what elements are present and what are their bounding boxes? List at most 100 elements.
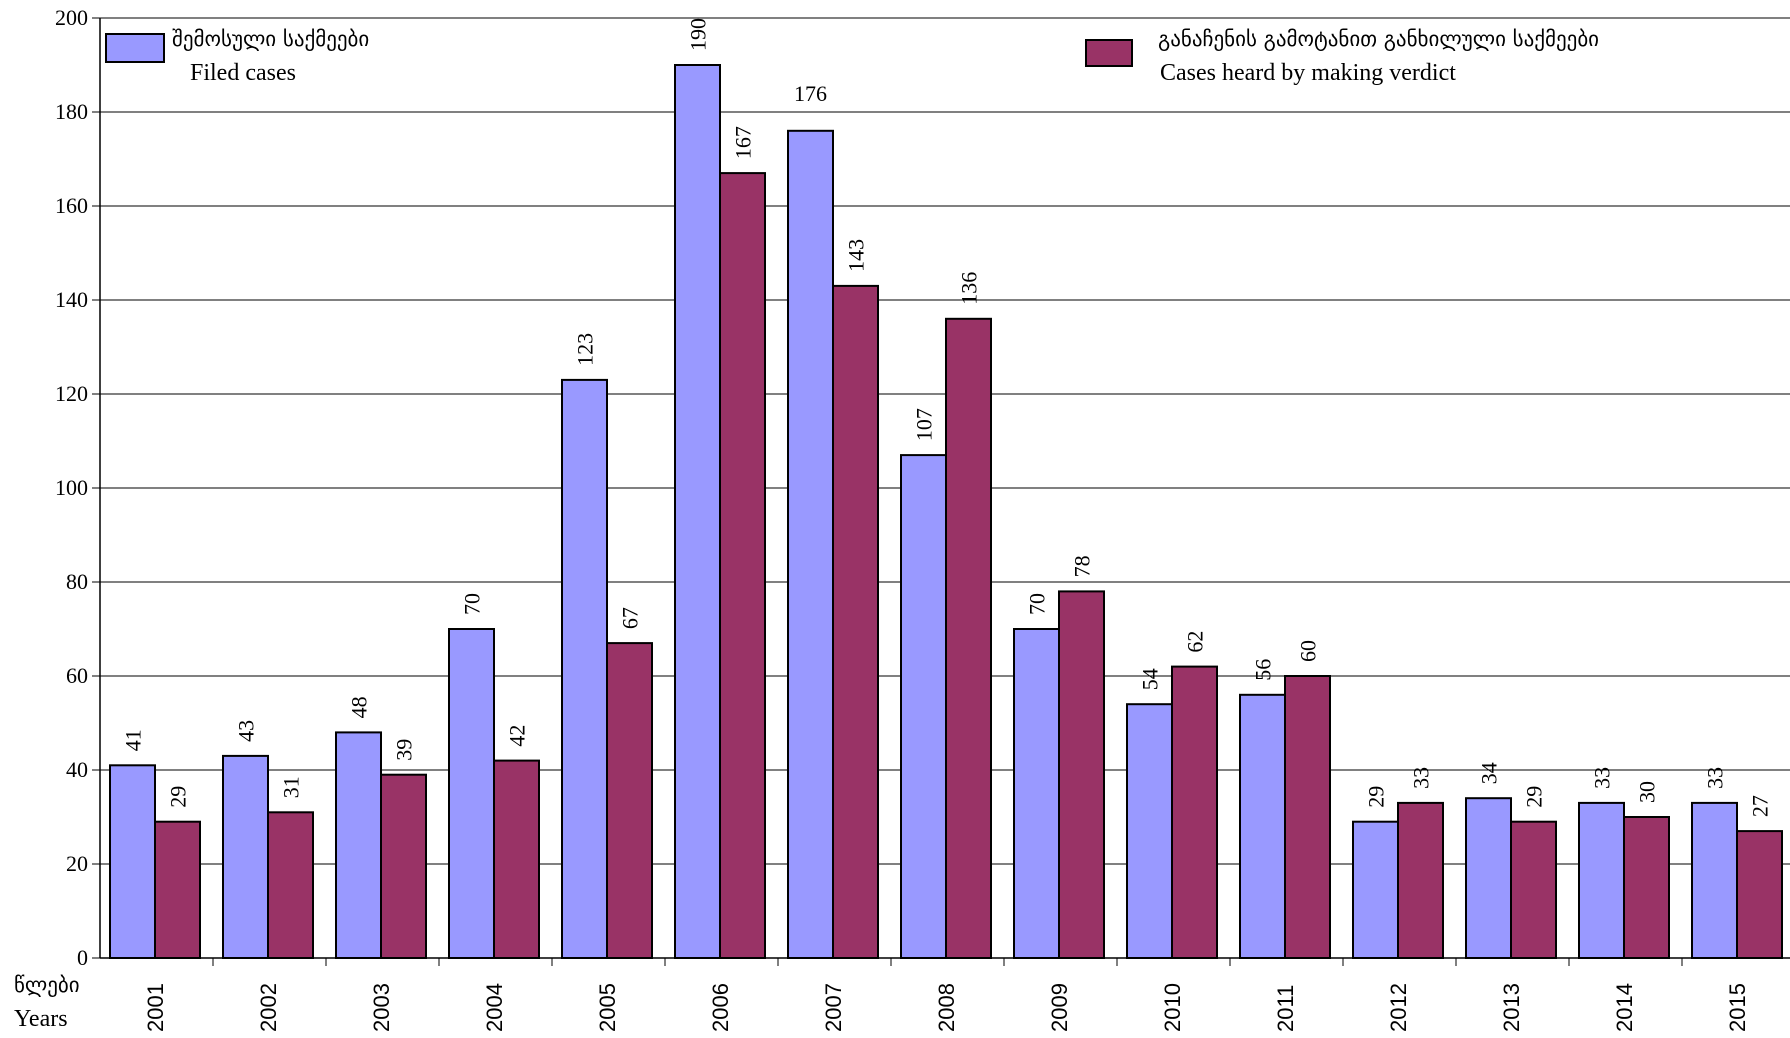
x-tick-label-2002: 2002 bbox=[256, 983, 281, 1032]
bar-verdict-2005 bbox=[606, 642, 653, 959]
bar-verdict-2011 bbox=[1284, 675, 1331, 959]
y-tick-label: 180 bbox=[55, 99, 88, 124]
legend-label-verdict-ka: განაჩენის გამოტანით განხილული საქმეები bbox=[1158, 27, 1599, 51]
bar-verdict-2006 bbox=[719, 172, 766, 960]
x-tick-label-2014: 2014 bbox=[1612, 983, 1637, 1032]
data-label-verdict-2005: 67 bbox=[618, 607, 643, 629]
data-label-filed-2004: 70 bbox=[460, 593, 485, 615]
x-tick-label-2007: 2007 bbox=[821, 983, 846, 1032]
data-label-verdict-2002: 31 bbox=[279, 776, 304, 798]
bar-filed-2007 bbox=[787, 129, 834, 960]
bar-filed-2011 bbox=[1239, 693, 1286, 959]
data-label-verdict-2009: 78 bbox=[1070, 555, 1095, 577]
bar-filed-2010 bbox=[1126, 703, 1173, 960]
bar-filed-2004 bbox=[448, 628, 495, 959]
x-tick-label-2015: 2015 bbox=[1725, 983, 1750, 1032]
bar-filed-2005 bbox=[561, 378, 608, 959]
x-axis-title: Years bbox=[14, 1006, 68, 1032]
x-tick-label-2012: 2012 bbox=[1386, 983, 1411, 1032]
data-label-verdict-2008: 136 bbox=[957, 272, 982, 305]
data-labels: 41 43 48 70 123 190 176 107 70 54 56 29 34 33 33 29 31 39… bbox=[121, 18, 1773, 817]
y-tick-label: 80 bbox=[66, 569, 88, 594]
y-tick-label: 40 bbox=[66, 757, 88, 782]
x-tick-label-2006: 2006 bbox=[708, 983, 733, 1032]
bar-filed-2002 bbox=[222, 754, 269, 960]
data-label-verdict-2015: 27 bbox=[1748, 795, 1773, 817]
data-label-verdict-2011: 60 bbox=[1296, 640, 1321, 662]
bar-verdict-2004 bbox=[493, 759, 540, 959]
y-tick-label: 20 bbox=[66, 851, 88, 876]
data-label-filed-2006: 190 bbox=[686, 18, 711, 51]
axes bbox=[92, 17, 1790, 966]
data-label-filed-2003: 48 bbox=[347, 696, 372, 718]
bar-verdict-2015 bbox=[1736, 830, 1783, 959]
data-label-verdict-2013: 29 bbox=[1522, 786, 1547, 808]
data-label-verdict-2007: 143 bbox=[844, 239, 869, 272]
y-tick-label: 200 bbox=[55, 5, 88, 30]
bar-filed-2009 bbox=[1013, 628, 1060, 959]
x-tick-label-2011: 2011 bbox=[1273, 985, 1298, 1032]
bars bbox=[109, 64, 1783, 960]
legend: შემოსული საქმეები Filed cases განაჩენის … bbox=[105, 27, 1599, 86]
y-tick-label: 120 bbox=[55, 381, 88, 406]
legend-label-filed-ka: შემოსული საქმეები bbox=[172, 27, 369, 51]
data-label-filed-2013: 34 bbox=[1477, 762, 1502, 784]
x-tick-label-2013: 2013 bbox=[1499, 983, 1524, 1032]
x-tick-label-2008: 2008 bbox=[934, 983, 959, 1032]
data-label-filed-2014: 33 bbox=[1590, 767, 1615, 789]
y-tick-label: 0 bbox=[77, 945, 88, 970]
data-label-filed-2009: 70 bbox=[1025, 593, 1050, 615]
bar-filed-2013 bbox=[1465, 797, 1512, 960]
bar-verdict-2008 bbox=[945, 317, 992, 959]
bar-filed-2014 bbox=[1578, 801, 1625, 960]
data-label-verdict-2001: 29 bbox=[166, 786, 191, 808]
data-label-filed-2007: 176 bbox=[794, 81, 827, 106]
data-label-filed-2002: 43 bbox=[234, 720, 259, 742]
x-tick-label-2001: 2001 bbox=[143, 983, 168, 1032]
bar-verdict-2001 bbox=[154, 820, 201, 960]
bar-verdict-2002 bbox=[267, 811, 314, 959]
tick-labels: 0 20 40 60 80 100 120 140 160 180 200 2001 2002 2003 2… bbox=[55, 5, 1750, 1032]
legend-swatch-filed bbox=[105, 33, 165, 63]
data-label-filed-2008: 107 bbox=[912, 408, 937, 441]
x-tick-label-2009: 2009 bbox=[1047, 983, 1072, 1032]
data-label-filed-2001: 41 bbox=[121, 729, 146, 751]
bar-filed-2003 bbox=[335, 731, 382, 960]
bar-filed-2015 bbox=[1691, 801, 1738, 960]
x-tick-label-2004: 2004 bbox=[482, 983, 507, 1032]
y-tick-label: 60 bbox=[66, 663, 88, 688]
data-label-verdict-2003: 39 bbox=[392, 739, 417, 761]
data-label-filed-2015: 33 bbox=[1703, 767, 1728, 789]
legend-swatch-verdict bbox=[1085, 39, 1133, 67]
bar-filed-2012 bbox=[1352, 820, 1399, 960]
legend-label-filed: Filed cases bbox=[190, 60, 296, 86]
data-label-filed-2010: 54 bbox=[1138, 668, 1163, 690]
data-label-filed-2012: 29 bbox=[1364, 786, 1389, 808]
x-axis-title-ka: წლები bbox=[14, 973, 80, 997]
x-tick-label-2010: 2010 bbox=[1160, 983, 1185, 1032]
bar-verdict-2003 bbox=[380, 773, 427, 960]
data-label-filed-2005: 123 bbox=[573, 333, 598, 366]
bar-verdict-2013 bbox=[1510, 820, 1557, 960]
bar-verdict-2012 bbox=[1397, 801, 1444, 960]
y-tick-label: 160 bbox=[55, 193, 88, 218]
data-label-verdict-2014: 30 bbox=[1635, 781, 1660, 803]
bar-filed-2001 bbox=[109, 764, 156, 959]
bar-verdict-2009 bbox=[1058, 590, 1105, 960]
bar-filed-2006 bbox=[674, 64, 721, 959]
x-tick-label-2005: 2005 bbox=[595, 983, 620, 1032]
bar-verdict-2010 bbox=[1171, 665, 1218, 959]
y-tick-label: 100 bbox=[55, 475, 88, 500]
legend-label-verdict: Cases heard by making verdict bbox=[1160, 60, 1456, 86]
bar-verdict-2014 bbox=[1623, 816, 1670, 959]
data-label-verdict-2006: 167 bbox=[731, 126, 756, 159]
bar-verdict-2007 bbox=[832, 284, 879, 959]
data-label-verdict-2012: 33 bbox=[1409, 767, 1434, 789]
y-tick-label: 140 bbox=[55, 287, 88, 312]
x-tick-label-2003: 2003 bbox=[369, 983, 394, 1032]
data-label-verdict-2010: 62 bbox=[1183, 631, 1208, 653]
data-label-filed-2011: 56 bbox=[1251, 659, 1276, 681]
bar-filed-2008 bbox=[900, 454, 947, 959]
data-label-verdict-2004: 42 bbox=[505, 725, 530, 747]
